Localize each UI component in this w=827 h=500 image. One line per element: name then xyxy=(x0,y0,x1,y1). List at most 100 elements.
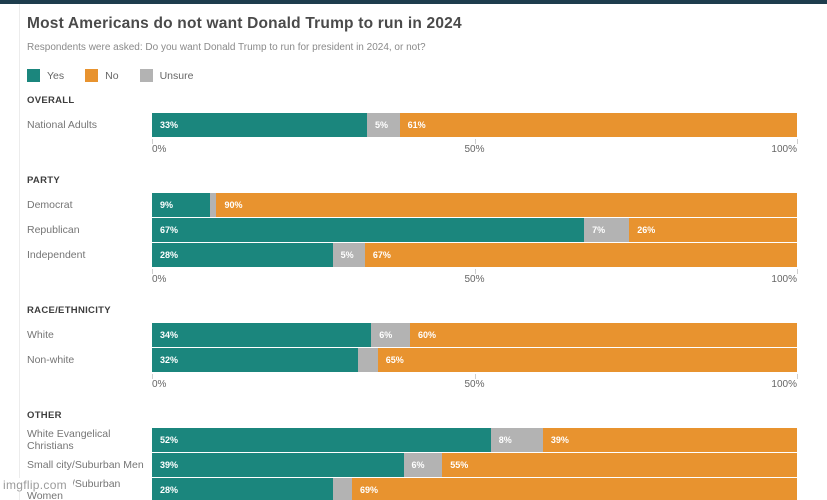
segment-value-label: 9% xyxy=(160,200,174,210)
axis-tick xyxy=(474,269,476,274)
segment-value-label: 55% xyxy=(450,460,469,470)
legend: Yes No Unsure xyxy=(27,69,797,82)
bar-segment-yes: 34% xyxy=(152,323,372,347)
section-header: RACE/ETHNICITY xyxy=(27,305,111,316)
top-accent-bar xyxy=(0,0,827,4)
bar-segment-yes: 67% xyxy=(152,218,585,242)
watermark: imgflip.com xyxy=(3,478,73,492)
row-label: White xyxy=(27,329,54,341)
segment-value-label: 67% xyxy=(160,225,179,235)
bar-row: Small city/Suburban Women 28% 69% xyxy=(27,478,797,500)
axis-tick xyxy=(797,139,798,144)
segment-value-label: 5% xyxy=(340,250,354,260)
legend-swatch-yes-icon xyxy=(27,69,40,82)
segment-value-label: 6% xyxy=(411,460,425,470)
bar-segment-yes: 33% xyxy=(152,113,367,137)
section-party: PARTY Democrat 9% 90% Republican 67% 7% 26% Inde… xyxy=(27,175,798,287)
bar-segment-yes: 9% xyxy=(152,193,211,217)
row-label: National Adults xyxy=(27,119,98,131)
bar-segment-no: 39% xyxy=(542,428,797,452)
row-label: Democrat xyxy=(27,199,73,211)
bar-segment-no: 90% xyxy=(216,193,797,217)
bar-segment-no: 69% xyxy=(351,478,797,500)
section-header: OTHER xyxy=(27,410,62,421)
bar-segment-no: 26% xyxy=(629,218,797,242)
axis-tick-label: 50% xyxy=(464,274,485,285)
segment-value-label: 52% xyxy=(160,435,179,445)
axis-tick-label: 0% xyxy=(152,274,167,285)
segment-value-label: 34% xyxy=(160,330,179,340)
stacked-bar: 39% 6% 55% xyxy=(152,453,797,477)
chart-title: Most Americans do not want Donald Trump … xyxy=(27,15,462,32)
section-overall: OVERALL National Adults 33% 5% 61% 0% 50% 100% xyxy=(27,95,798,157)
segment-value-label: 65% xyxy=(385,355,404,365)
axis-tick-label: 0% xyxy=(152,379,167,390)
chart-sections: OVERALL National Adults 33% 5% 61% 0% 50% 100% P… xyxy=(27,95,798,500)
bar-row: Independent 28% 5% 67% xyxy=(27,243,797,267)
segment-value-label: 28% xyxy=(160,250,179,260)
segment-value-label: 28% xyxy=(160,485,179,495)
chart-card: Most Americans do not want Donald Trump … xyxy=(0,4,827,500)
stacked-bar: 67% 7% 26% xyxy=(152,218,797,242)
bar-segment-no: 61% xyxy=(399,113,797,137)
section-race-ethnicity: RACE/ETHNICITY White 34% 6% 60% Non-white 32% 6… xyxy=(27,305,798,392)
legend-label: No xyxy=(105,69,119,82)
section-header: PARTY xyxy=(27,175,60,186)
segment-value-label: 67% xyxy=(372,250,391,260)
stacked-bar: 28% 69% xyxy=(152,478,797,500)
row-label: Independent xyxy=(27,249,86,261)
bar-segment-unsure xyxy=(358,348,378,372)
row-label: Republican xyxy=(27,224,80,236)
segment-value-label: 60% xyxy=(417,330,436,340)
stacked-bar: 52% 8% 39% xyxy=(152,428,797,452)
bar-row: Republican 67% 7% 26% xyxy=(27,218,797,242)
legend-swatch-no-icon xyxy=(85,69,99,82)
bar-row: National Adults 33% 5% 61% xyxy=(27,113,797,137)
axis-tick xyxy=(474,374,476,379)
bar-segment-yes: 52% xyxy=(152,428,491,452)
bar-segment-unsure: 8% xyxy=(490,428,543,452)
segment-value-label: 39% xyxy=(160,460,179,470)
axis-tick-label: 100% xyxy=(771,274,797,285)
segment-value-label: 69% xyxy=(359,485,378,495)
stacked-bar: 9% 90% xyxy=(152,193,797,217)
x-axis: 0% 50% 100% xyxy=(152,374,798,392)
bar-segment-no: 55% xyxy=(442,453,797,477)
bar-row: Small city/Suburban Men 39% 6% 55% xyxy=(27,453,797,477)
legend-label: Unsure xyxy=(159,69,194,82)
bar-segment-yes: 28% xyxy=(152,243,333,267)
axis-tick-label: 50% xyxy=(464,144,485,155)
bar-segment-unsure: 6% xyxy=(371,323,410,347)
stacked-bar: 28% 5% 67% xyxy=(152,243,797,267)
bar-segment-unsure: 7% xyxy=(584,218,630,242)
segment-value-label: 6% xyxy=(379,330,393,340)
bar-segment-unsure xyxy=(332,478,352,500)
bar-segment-yes: 39% xyxy=(152,453,404,477)
axis-tick xyxy=(797,374,798,379)
segment-value-label: 61% xyxy=(407,120,426,130)
segment-value-label: 8% xyxy=(498,435,512,445)
row-label: Small city/Suburban Men xyxy=(27,459,144,471)
segment-value-label: 33% xyxy=(160,120,179,130)
segment-value-label: 7% xyxy=(592,225,606,235)
stacked-bar: 34% 6% 60% xyxy=(152,323,797,347)
bar-segment-no: 65% xyxy=(377,348,797,372)
bar-segment-no: 60% xyxy=(409,323,797,347)
row-label: White Evangelical Christians xyxy=(27,428,111,452)
legend-swatch-unsure-icon xyxy=(139,69,153,82)
segment-value-label: 26% xyxy=(637,225,656,235)
bar-row: Non-white 32% 65% xyxy=(27,348,797,372)
bar-row: White Evangelical Christians 52% 8% 39% xyxy=(27,428,797,452)
axis-tick xyxy=(474,139,476,144)
card-left-border xyxy=(19,4,20,500)
axis-tick xyxy=(152,269,153,274)
legend-item-yes: Yes xyxy=(27,69,64,82)
row-label: Non-white xyxy=(27,354,75,366)
axis-tick xyxy=(797,269,798,274)
stacked-bar: 33% 5% 61% xyxy=(152,113,797,137)
axis-tick-label: 100% xyxy=(771,379,797,390)
bar-segment-unsure: 6% xyxy=(403,453,443,477)
bar-segment-yes: 28% xyxy=(152,478,333,500)
bar-segment-unsure: 5% xyxy=(367,113,400,137)
section-other: OTHER White Evangelical Christians 52% 8% 39… xyxy=(27,410,797,500)
